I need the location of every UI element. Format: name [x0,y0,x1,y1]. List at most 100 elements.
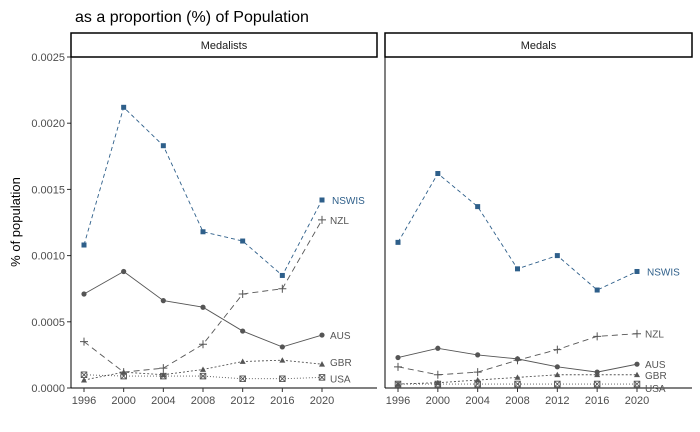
x-tick-label: 2000 [426,395,450,407]
series-label-usa: USA [645,384,666,395]
data-point-aus [475,352,481,358]
data-point-nswis [435,171,441,177]
data-point-gbr [634,371,640,378]
data-point-gbr [279,357,286,363]
data-point-usa [474,380,481,388]
y-tick-label: 0.0000 [31,383,65,395]
facet-strip-label: Medals [521,40,557,52]
x-tick-label: 2008 [191,395,215,407]
y-axis-title: % of population [8,177,23,267]
data-point-usa [394,380,402,388]
x-tick-label: 2020 [310,395,334,407]
data-point-nswis [515,266,520,272]
data-point-aus [435,345,441,351]
data-point-nzl [159,364,168,373]
x-tick-label: 1996 [72,395,96,407]
data-point-gbr [239,358,246,364]
data-point-nswis [475,204,481,210]
panels: 0.0000 0.0005 0.0010 0.0015 0.0020 0.0025 Meda… [31,32,693,407]
series-label-aus: AUS [330,331,351,342]
facet-strip-label: Medalists [201,40,248,52]
series-label-nzl: NZL [330,216,349,227]
data-point-nswis [634,268,640,274]
data-point-nswis [279,272,285,278]
data-point-aus [200,304,206,310]
series-label-nswis: NSWIS [332,196,365,207]
y-tick-label: 0.0015 [31,184,65,196]
series-label-nswis: NSWIS [647,267,680,278]
y-tick-label: 0.0025 [31,52,65,64]
y-tick-label: 0.0010 [31,251,65,263]
series-line-nswis [397,172,638,291]
data-point-nswis [319,197,325,203]
data-point-nswis [554,253,560,259]
data-point-nswis [160,143,166,149]
data-point-nzl [633,329,641,338]
data-point-aus [554,364,560,370]
data-point-nzl [394,362,402,371]
data-point-gbr [514,374,521,380]
data-point-usa [554,380,561,388]
data-point-gbr [434,379,441,386]
data-point-gbr [200,366,206,372]
series-line-nzl [83,219,323,373]
data-point-aus [395,354,401,361]
x-tick-label: 2000 [111,395,135,407]
data-point-usa [160,372,167,380]
data-point-nzl [80,337,88,346]
data-point-nswis [81,242,87,248]
data-point-nswis [395,239,401,245]
x-tick-label: 2020 [625,395,649,407]
data-point-nzl [433,370,442,379]
panel-medalists: Medalists 1996 2000 2004 2008 2012 2016 2020 NSW… [70,32,378,407]
series-label-nzl: NZL [645,330,664,341]
data-point-nswis [121,104,127,110]
data-point-usa [514,380,521,388]
y-tick-label: 0.0020 [31,118,65,130]
data-point-usa [199,372,207,380]
data-point-usa [318,374,326,381]
data-point-nzl [199,340,207,349]
data-point-nzl [318,215,326,224]
data-point-gbr [160,371,167,378]
data-point-nswis [200,229,206,235]
panel-medals: Medals 1996 2000 2004 2008 2012 2016 2020 NSWIS N… [384,32,693,407]
series-label-usa: USA [330,374,351,385]
y-tick-label: 0.0005 [31,317,65,329]
series-label-aus: AUS [645,360,666,371]
series-line-nzl [397,333,638,376]
series-line-usa [83,374,323,380]
data-point-usa [633,380,641,388]
data-point-aus [160,298,166,304]
data-point-gbr [594,371,601,378]
data-point-aus [121,268,127,275]
data-point-aus [279,344,285,350]
x-tick-label: 2004 [465,395,489,407]
data-point-usa [593,380,601,388]
data-point-gbr [81,377,87,383]
data-point-aus [514,356,521,362]
data-point-aus [81,291,87,297]
data-point-nzl [473,368,482,377]
data-point-usa [279,375,286,382]
data-point-usa [80,371,88,379]
data-point-usa [239,375,246,382]
data-point-nzl [238,289,247,298]
data-point-usa [434,380,442,388]
data-point-gbr [319,361,325,367]
facet-strip [384,32,693,58]
data-point-gbr [554,371,561,378]
x-tick-label: 2012 [545,395,569,407]
chart-title: as a proportion (%) of Population [75,9,309,26]
data-point-nzl [553,345,562,354]
data-point-aus [319,332,325,338]
data-point-nzl [278,284,287,293]
x-tick-label: 2016 [585,395,609,407]
data-point-aus [634,361,640,367]
x-tick-label: 2008 [505,395,529,407]
x-tick-label: 2016 [270,395,294,407]
data-point-nswis [240,238,246,244]
x-tick-label: 2012 [230,395,254,407]
series-label-gbr: GBR [330,358,352,369]
